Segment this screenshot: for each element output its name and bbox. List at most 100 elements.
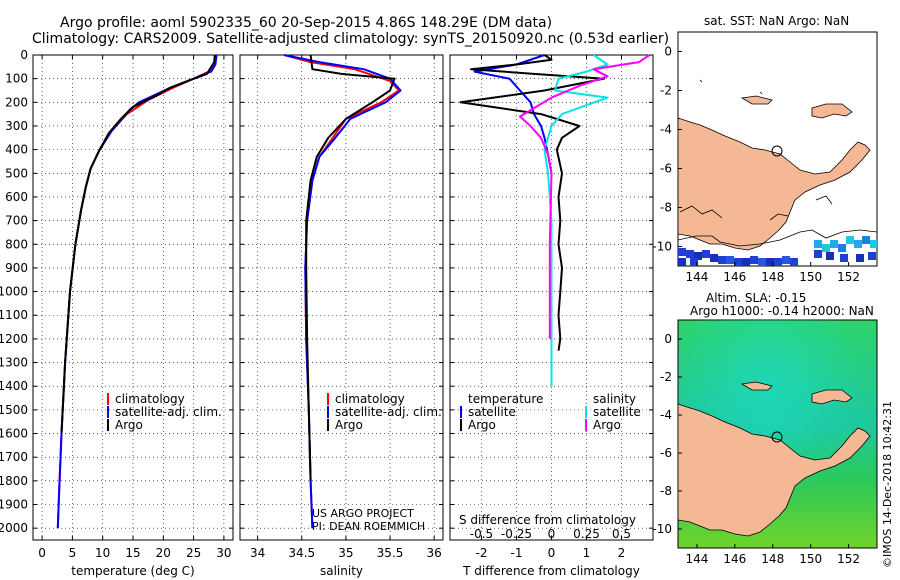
series-line-t-argo (459, 54, 605, 351)
legend-label-t-argo: Argo (468, 418, 496, 432)
sla-map-title-line2: Argo h1000: -0.14 h2000: NaN (690, 304, 874, 318)
project-credit-line1: US ARGO PROJECT (312, 507, 414, 520)
legend-label-satellite: satellite-adj. clim. (115, 405, 222, 419)
sst-new-britain (811, 103, 853, 119)
salinity-panel: 34 34.5 35 35.5 36 salinity (239, 54, 444, 578)
depth-tick-label: 700 (5, 214, 28, 228)
x-tick-label: 25 (186, 546, 201, 560)
sst-cell (838, 244, 846, 252)
x-tick-label: 0 (38, 546, 46, 560)
sst-cell (758, 258, 766, 266)
map-y-tick-label: -10 (652, 522, 672, 536)
sst-map: 144 146 148 150 152 0 -2 -4 -6 -8 -10 (652, 31, 878, 285)
project-credit-line2: PI: DEAN ROEMMICH (312, 520, 425, 533)
map-y-tick-label: -8 (660, 201, 672, 215)
map-y-tick-label: 0 (664, 45, 672, 59)
legend-label-climatology: climatology (335, 392, 405, 406)
depth-axis-labels: 0 100 200 300 400 500 600 700 800 900 1000 1100 1200… (0, 48, 28, 535)
sla-map: 144 146 148 150 152 0 -2 -4 -6 -8 -10 (652, 319, 878, 566)
depth-tick-label: 2000 (0, 521, 28, 535)
sst-cell (718, 256, 726, 264)
sst-map-axes: 144 146 148 150 152 0 -2 -4 -6 -8 -10 (652, 45, 860, 285)
x-tick-label: 34 (250, 546, 265, 560)
sst-argo-location-marker (771, 145, 783, 157)
legend-title-temperature: temperature (468, 392, 543, 406)
sst-cell (734, 258, 742, 266)
s-difference-tick-label: 0.5 (612, 527, 631, 541)
x-tick-label: 36 (427, 546, 442, 560)
x-axis-label: temperature (deg C) (71, 564, 194, 578)
x-tick-label: -2 (476, 546, 488, 560)
legend-label-argo: Argo (115, 418, 143, 432)
sst-cloud-outline (678, 229, 877, 247)
copyright-credit-svg: ©IMOS 14-Dec-2018 10:42:31 (881, 401, 894, 568)
x-tick-label: 10 (95, 546, 110, 560)
depth-tick-label: 1800 (0, 474, 28, 488)
sst-cell (846, 236, 854, 244)
map-x-tick-label: 152 (837, 552, 860, 566)
sla-argo-location-marker (771, 431, 783, 443)
depth-tick-label: 100 (5, 72, 28, 86)
series-line-s-satellite (543, 54, 609, 387)
legend-label-s-argo: Argo (593, 418, 621, 432)
map-y-tick-label: -4 (660, 123, 672, 137)
x-axis-label: salinity (320, 564, 363, 578)
s-difference-label: S difference from climatology (459, 513, 636, 527)
x-tick-label: 20 (156, 546, 171, 560)
temperature-panel: 0 5 10 15 20 25 30 temperature (deg C) (32, 54, 234, 578)
s-difference-ticks: -0.5 -0.25 0 0.25 0.5 (470, 527, 631, 541)
depth-tick-label: 200 (5, 95, 28, 109)
map-x-tick-label: 152 (837, 270, 860, 284)
sst-data-cells (678, 236, 877, 266)
depth-tick-label: 0 (20, 48, 28, 62)
figure-title-line1: Argo profile: aoml 5902335_60 20-Sep-201… (60, 15, 552, 31)
sst-cell (814, 240, 822, 248)
sla-island-north (740, 381, 773, 391)
sst-cell (750, 256, 758, 264)
sst-island-north (740, 95, 773, 105)
map-y-tick-label: -10 (652, 240, 672, 254)
sst-cell (814, 250, 822, 258)
sst-cell (766, 258, 774, 266)
difference-legend: temperature salinity satellite Argo sate… (460, 392, 641, 432)
x-tick-label: 5 (69, 546, 77, 560)
sst-cell (726, 256, 734, 264)
map-x-tick-label: 146 (723, 552, 746, 566)
s-difference-tick-label: 0.25 (573, 527, 600, 541)
legend-title-salinity: salinity (593, 392, 636, 406)
depth-tick-label: 900 (5, 261, 28, 275)
sst-cell (782, 256, 790, 264)
map-x-tick-label: 148 (761, 552, 784, 566)
legend-label-s-satellite: satellite (593, 405, 641, 419)
sst-cell (856, 254, 864, 262)
sst-cell (694, 252, 702, 260)
sst-cell (854, 240, 862, 248)
map-x-tick-label: 146 (723, 270, 746, 284)
depth-tick-label: 1200 (0, 332, 28, 346)
series-line-argo (60, 54, 216, 434)
sla-new-britain (811, 389, 853, 405)
depth-tick-label: 1300 (0, 356, 28, 370)
copyright-credit: ©IMOS 14-Dec-2018 10:42:31 (880, 390, 894, 570)
sst-cell (690, 258, 698, 266)
map-x-tick-label: 144 (685, 552, 708, 566)
panel-frame (239, 54, 444, 541)
figure-title-line2: Climatology: CARS2009. Satellite-adjuste… (32, 31, 669, 47)
legend-label-climatology: climatology (115, 392, 185, 406)
sst-cell (862, 236, 870, 244)
copyright-credit-text: ©IMOS 14-Dec-2018 10:42:31 (881, 401, 894, 568)
sst-land (678, 117, 871, 251)
x-tick-label: -1 (511, 546, 523, 560)
sst-cell (826, 252, 834, 260)
depth-tick-label: 1100 (0, 308, 28, 322)
difference-panel: -2 -1 0 1 2 T difference from climatology (449, 54, 654, 578)
map-y-tick-label: -4 (660, 408, 672, 422)
s-difference-tick-label: -0.5 (470, 527, 493, 541)
sst-cell (830, 240, 838, 248)
depth-tick-label: 1500 (0, 403, 28, 417)
map-y-tick-label: -2 (660, 370, 672, 384)
depth-tick-label: 300 (5, 119, 28, 133)
legend-label-satellite: satellite-adj. clim. (335, 405, 442, 419)
depth-tick-label: 500 (5, 166, 28, 180)
sst-cell (678, 258, 686, 266)
